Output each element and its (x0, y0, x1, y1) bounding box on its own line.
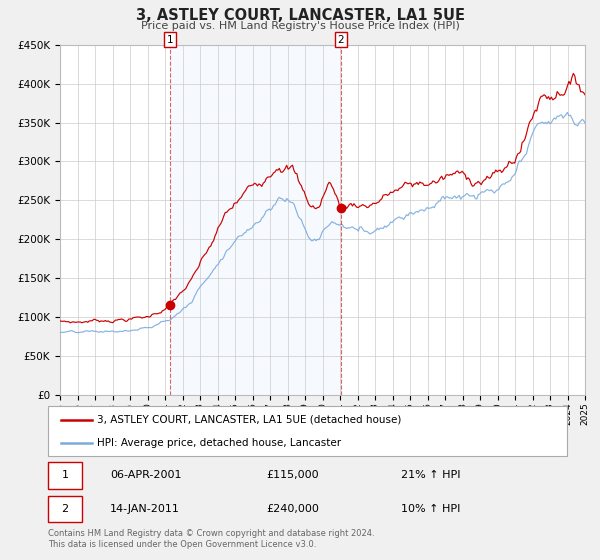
Text: Price paid vs. HM Land Registry's House Price Index (HPI): Price paid vs. HM Land Registry's House … (140, 21, 460, 31)
Text: £240,000: £240,000 (266, 504, 319, 514)
FancyBboxPatch shape (48, 463, 82, 488)
Text: This data is licensed under the Open Government Licence v3.0.: This data is licensed under the Open Gov… (48, 540, 316, 549)
Text: 10% ↑ HPI: 10% ↑ HPI (401, 504, 460, 514)
Text: Contains HM Land Registry data © Crown copyright and database right 2024.: Contains HM Land Registry data © Crown c… (48, 529, 374, 538)
Text: 1: 1 (61, 470, 68, 480)
Text: 1: 1 (166, 35, 173, 45)
Text: £115,000: £115,000 (266, 470, 319, 480)
FancyBboxPatch shape (48, 406, 567, 456)
Text: HPI: Average price, detached house, Lancaster: HPI: Average price, detached house, Lanc… (97, 438, 341, 448)
Text: 3, ASTLEY COURT, LANCASTER, LA1 5UE (detached house): 3, ASTLEY COURT, LANCASTER, LA1 5UE (det… (97, 414, 401, 424)
Text: 06-APR-2001: 06-APR-2001 (110, 470, 182, 480)
FancyBboxPatch shape (48, 496, 82, 522)
Text: 14-JAN-2011: 14-JAN-2011 (110, 504, 180, 514)
Bar (170, 45, 341, 395)
Text: 3, ASTLEY COURT, LANCASTER, LA1 5UE: 3, ASTLEY COURT, LANCASTER, LA1 5UE (136, 8, 464, 24)
Text: 21% ↑ HPI: 21% ↑ HPI (401, 470, 460, 480)
Text: 2: 2 (61, 504, 68, 514)
Text: 2: 2 (337, 35, 344, 45)
